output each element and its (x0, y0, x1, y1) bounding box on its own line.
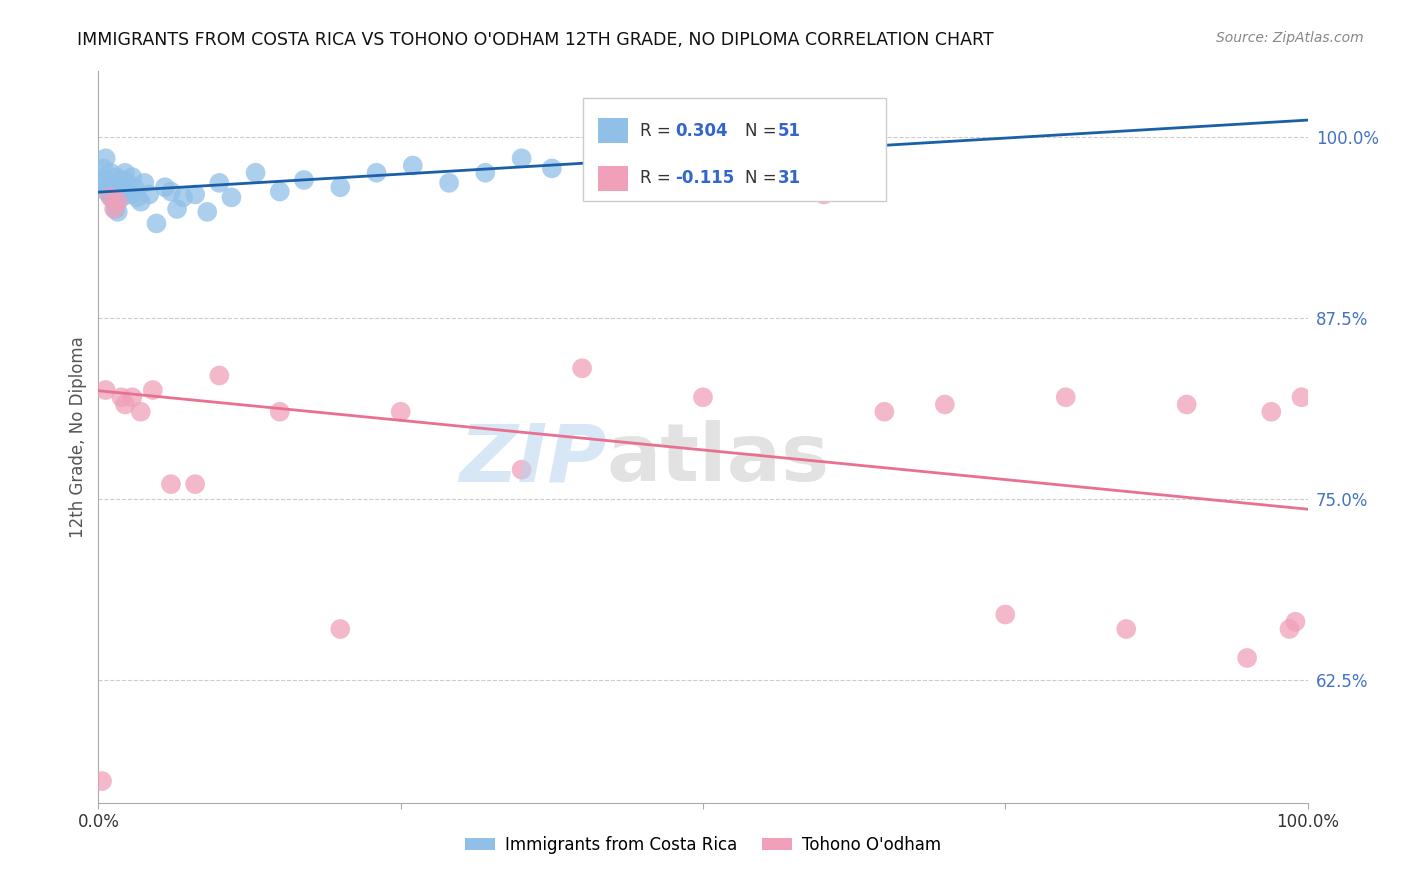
Text: R =: R = (640, 122, 676, 140)
Point (112, 173, 135, 187)
Point (437, 176, 460, 190)
Point (108, 187, 131, 202)
Point (631, 144, 654, 158)
Point (184, 477, 207, 491)
Point (269, 185, 291, 199)
Point (100, 166, 122, 180)
Point (208, 176, 231, 190)
Point (329, 622, 352, 636)
Point (172, 190, 194, 204)
Point (134, 176, 156, 190)
Point (91, 161, 114, 176)
Point (93, 173, 115, 187)
Text: ZIP: ZIP (458, 420, 606, 498)
Text: R =: R = (640, 169, 676, 187)
Text: -0.115: -0.115 (675, 169, 734, 187)
Point (1278, 622, 1301, 636)
Point (107, 194, 129, 209)
Point (329, 180, 352, 194)
Text: IMMIGRANTS FROM COSTA RICA VS TOHONO O'ODHAM 12TH GRADE, NO DIPLOMA CORRELATION : IMMIGRANTS FROM COSTA RICA VS TOHONO O'O… (77, 31, 994, 49)
Point (221, 190, 243, 204)
Point (1054, 390, 1077, 404)
Point (94, 383, 117, 397)
Point (124, 180, 146, 194)
Point (101, 176, 124, 190)
Point (1236, 651, 1258, 665)
Point (208, 368, 231, 383)
Point (91, 170, 114, 185)
Text: atlas: atlas (606, 420, 830, 498)
Point (474, 166, 496, 180)
Point (153, 180, 176, 194)
Point (110, 190, 132, 204)
Point (103, 202, 125, 216)
Point (98, 187, 121, 202)
Point (692, 390, 714, 404)
Point (1175, 397, 1198, 411)
Point (510, 151, 533, 165)
Point (292, 173, 315, 187)
Point (107, 205, 129, 219)
Point (94, 151, 117, 165)
Point (389, 405, 412, 419)
Point (129, 194, 152, 209)
Text: N =: N = (745, 169, 782, 187)
Text: Source: ZipAtlas.com: Source: ZipAtlas.com (1216, 31, 1364, 45)
Point (994, 607, 1017, 622)
Text: N =: N = (745, 122, 782, 140)
Point (138, 187, 160, 202)
Point (100, 190, 122, 204)
Point (129, 405, 152, 419)
Point (1284, 615, 1306, 629)
Point (583, 151, 606, 165)
Point (1291, 390, 1313, 404)
Point (142, 383, 165, 397)
Point (873, 405, 896, 419)
Point (117, 176, 139, 190)
Point (160, 477, 183, 491)
Point (100, 190, 122, 204)
Point (90, 176, 112, 190)
Y-axis label: 12th Grade, No Diploma: 12th Grade, No Diploma (69, 336, 87, 538)
Point (110, 390, 132, 404)
Point (127, 190, 149, 204)
Point (1115, 622, 1137, 636)
Text: 31: 31 (778, 169, 800, 187)
Point (160, 185, 183, 199)
Point (111, 183, 134, 197)
Point (145, 216, 167, 230)
Point (195, 205, 218, 219)
Point (366, 166, 388, 180)
Point (402, 159, 425, 173)
Point (245, 166, 267, 180)
Point (103, 194, 125, 209)
Point (184, 187, 207, 202)
Point (510, 463, 533, 477)
Point (571, 361, 593, 376)
Point (108, 180, 131, 194)
Legend: Immigrants from Costa Rica, Tohono O'odham: Immigrants from Costa Rica, Tohono O'odh… (458, 829, 948, 860)
Point (166, 202, 188, 216)
Text: 0.304: 0.304 (675, 122, 727, 140)
Point (121, 390, 143, 404)
Point (934, 397, 956, 411)
Point (679, 141, 702, 155)
Point (104, 202, 127, 216)
Text: 51: 51 (778, 122, 800, 140)
Point (105, 170, 128, 185)
Point (1260, 405, 1282, 419)
Point (118, 187, 141, 202)
Point (97, 180, 120, 194)
Point (813, 187, 835, 202)
Point (121, 170, 143, 185)
Point (540, 161, 562, 176)
Point (114, 166, 136, 180)
Point (91, 774, 114, 789)
Point (96, 185, 118, 199)
Point (114, 397, 136, 411)
Point (269, 405, 291, 419)
